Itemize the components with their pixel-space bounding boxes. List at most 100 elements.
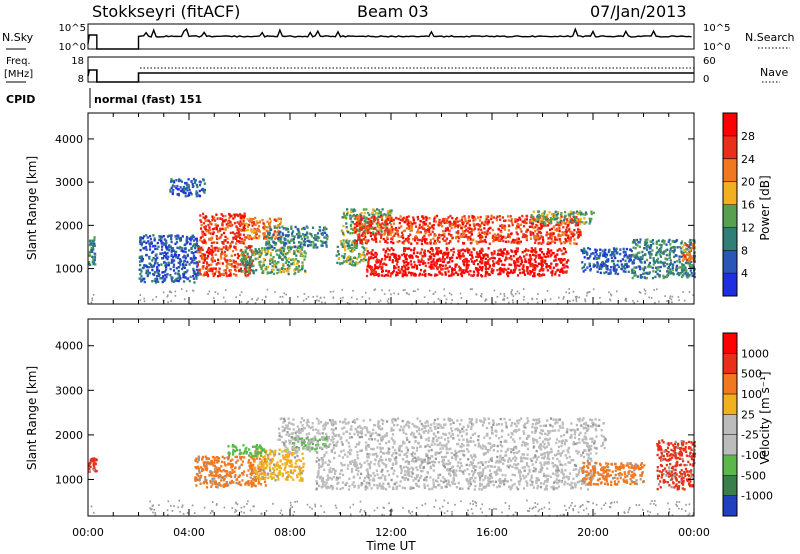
data-cell	[644, 241, 647, 244]
data-cell	[221, 223, 224, 226]
data-cell	[573, 242, 576, 245]
data-cell	[268, 237, 271, 240]
data-cell	[276, 249, 279, 252]
data-cell	[424, 269, 427, 272]
data-cell	[599, 252, 602, 255]
data-cell	[507, 235, 510, 238]
data-cell	[260, 249, 263, 253]
data-cell	[179, 260, 182, 263]
data-cell	[391, 235, 394, 239]
data-cell	[389, 231, 392, 235]
data-cell	[208, 250, 211, 253]
data-cell	[262, 264, 265, 267]
data-cell	[465, 261, 468, 264]
noise-cell	[528, 510, 530, 512]
data-cell	[532, 274, 535, 278]
data-cell	[480, 228, 483, 231]
data-cell	[152, 250, 155, 253]
data-cell	[215, 246, 218, 250]
data-cell	[152, 257, 155, 260]
data-cell	[409, 260, 412, 263]
data-cell	[476, 270, 479, 273]
noise-cell	[240, 291, 243, 294]
data-cell	[507, 252, 510, 255]
data-cell	[639, 238, 642, 241]
noise-cell	[481, 511, 484, 514]
data-cell	[655, 260, 658, 263]
data-cell	[222, 242, 225, 245]
data-cell	[588, 257, 591, 260]
data-cell	[652, 263, 655, 266]
noise-cell	[559, 514, 562, 517]
data-cell	[559, 221, 562, 224]
data-cell	[449, 234, 452, 237]
data-cell	[211, 272, 214, 275]
data-cell	[281, 246, 284, 249]
data-cell	[636, 255, 639, 259]
data-cell	[561, 233, 564, 237]
data-cell	[183, 188, 186, 192]
data-cell	[478, 219, 482, 222]
data-cell	[429, 266, 432, 269]
data-cell	[495, 218, 499, 222]
data-cell	[262, 270, 265, 273]
data-cell	[175, 277, 178, 280]
data-cell	[608, 248, 611, 252]
data-cell	[444, 264, 447, 267]
data-cell	[206, 269, 210, 273]
data-cell	[318, 236, 321, 239]
data-cell	[384, 258, 387, 261]
noise-cell	[376, 506, 379, 509]
noise-cell	[581, 504, 584, 506]
data-cell	[210, 237, 213, 240]
data-cell	[212, 274, 215, 278]
data-cell	[514, 238, 517, 242]
data-cell	[243, 236, 246, 239]
data-cell	[504, 236, 508, 239]
data-cell	[564, 217, 567, 220]
noise-cell	[658, 300, 660, 303]
data-cell	[218, 482, 221, 485]
data-cell	[363, 211, 366, 215]
data-cell	[470, 230, 473, 233]
y-tick-label: 2000	[55, 219, 83, 232]
data-cell	[243, 226, 246, 229]
data-cell	[428, 230, 431, 234]
data-cell	[236, 459, 239, 462]
data-cell	[460, 274, 463, 278]
noise-cell	[361, 296, 364, 298]
data-cell	[280, 267, 284, 270]
data-cell	[194, 479, 197, 482]
data-cell	[228, 212, 231, 216]
data-cell	[273, 232, 276, 235]
data-cell	[377, 232, 380, 235]
data-cell	[598, 254, 602, 257]
data-cell	[341, 254, 344, 258]
data-cell	[539, 214, 542, 218]
data-cell	[556, 227, 560, 230]
data-cell	[419, 238, 422, 242]
data-cell	[567, 259, 570, 262]
data-cell	[394, 255, 397, 258]
noise-cell	[668, 508, 671, 510]
data-cell	[401, 234, 404, 237]
data-cell	[472, 215, 475, 218]
data-cell	[543, 212, 546, 215]
noise-cell	[260, 512, 263, 515]
data-cell	[159, 252, 162, 255]
data-cell	[642, 272, 645, 275]
noise-cell	[569, 300, 571, 302]
data-cell	[423, 227, 426, 230]
noise-cell	[653, 502, 655, 505]
data-cell	[194, 272, 197, 276]
data-cell	[152, 234, 155, 237]
data-cell	[477, 255, 480, 259]
data-cell	[224, 239, 227, 242]
data-cell	[254, 235, 257, 238]
noise-cell	[316, 295, 318, 298]
data-cell	[410, 274, 413, 277]
noise-cell	[580, 505, 582, 507]
data-cell	[361, 234, 364, 237]
noise-cell	[467, 513, 470, 516]
data-cell	[363, 219, 366, 223]
